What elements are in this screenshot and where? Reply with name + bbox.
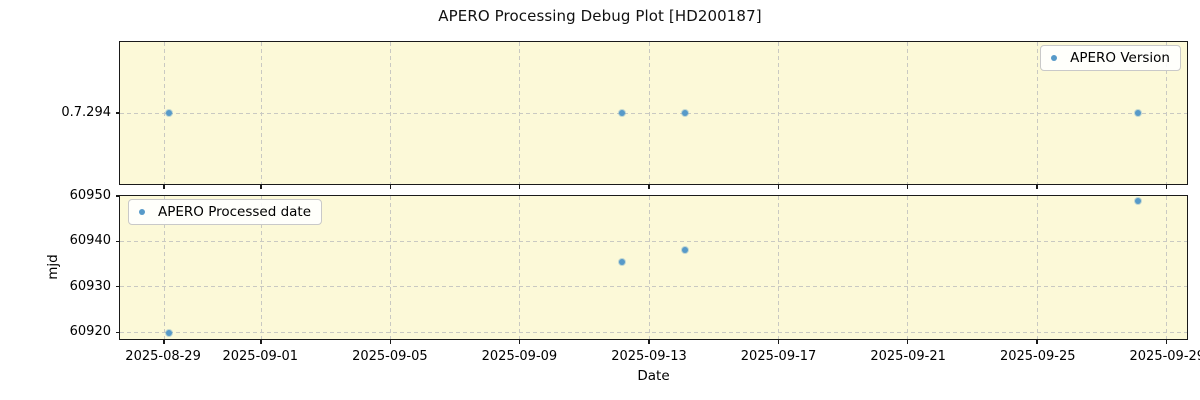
x-tick-label: 2025-09-25 bbox=[999, 349, 1076, 364]
y-tick-mark bbox=[115, 112, 120, 114]
x-tick-mark bbox=[1036, 184, 1038, 189]
x-tick-mark bbox=[163, 184, 165, 189]
data-point bbox=[166, 329, 173, 336]
y-tick-mark bbox=[115, 195, 120, 197]
y-gridline bbox=[120, 331, 1187, 333]
subplot-apero-processed-date: APERO Processed date 60950 60940 60930 6092… bbox=[70, 188, 1188, 344]
y-gridline bbox=[120, 112, 1187, 114]
x-tick-mark bbox=[907, 339, 909, 344]
x-tick-mark bbox=[1036, 339, 1038, 344]
x-gridline bbox=[163, 196, 165, 339]
x-tick-mark bbox=[260, 184, 262, 189]
x-tick-mark bbox=[389, 184, 392, 189]
data-point bbox=[682, 110, 689, 116]
x-tick-mark bbox=[519, 184, 521, 189]
data-point bbox=[1135, 110, 1142, 116]
legend-marker-icon bbox=[1051, 55, 1058, 61]
legend-marker-icon bbox=[139, 209, 145, 215]
data-point bbox=[166, 110, 173, 116]
x-gridline bbox=[260, 196, 262, 339]
y-tick-label: 60940 bbox=[69, 233, 111, 249]
x-tick-label: 2025-09-17 bbox=[740, 349, 817, 364]
x-gridline bbox=[907, 196, 909, 339]
x-gridline bbox=[519, 196, 521, 339]
x-tick-mark bbox=[389, 339, 392, 344]
x-gridline bbox=[648, 196, 650, 339]
y-tick-label: 60930 bbox=[69, 278, 111, 294]
y-tick-label: 60950 bbox=[69, 188, 111, 204]
x-gridline bbox=[389, 196, 391, 339]
x-tick-mark bbox=[1165, 184, 1168, 189]
x-tick-label: 2025-09-21 bbox=[870, 349, 946, 364]
x-tick-mark bbox=[777, 339, 780, 344]
x-gridline bbox=[1165, 196, 1167, 339]
y-axis-label-mjd: mjd bbox=[45, 254, 61, 280]
legend-apero-processed-date: APERO Processed date bbox=[128, 199, 323, 225]
x-tick-mark bbox=[260, 339, 262, 344]
y-tick-mark bbox=[115, 240, 120, 243]
legend-label: APERO Version bbox=[1070, 50, 1170, 66]
data-point bbox=[619, 258, 626, 265]
legend-label: APERO Processed date bbox=[158, 204, 312, 220]
y-tick-label: 60920 bbox=[69, 324, 111, 340]
chart-title: APERO Processing Debug Plot [HD200187] bbox=[438, 7, 762, 25]
y-gridline bbox=[120, 286, 1187, 288]
x-tick-label: 2025-09-05 bbox=[352, 349, 428, 364]
data-point bbox=[682, 247, 689, 254]
x-tick-mark bbox=[648, 184, 650, 189]
x-tick-mark bbox=[519, 339, 521, 344]
x-gridline bbox=[1036, 196, 1038, 339]
legend-apero-version: APERO Version bbox=[1040, 45, 1181, 71]
x-tick-mark bbox=[163, 339, 165, 344]
y-tick-mark bbox=[115, 286, 120, 288]
x-tick-mark bbox=[777, 184, 780, 189]
x-tick-label: 2025-09-09 bbox=[481, 349, 558, 364]
x-tick-label: 2025-09-13 bbox=[611, 349, 687, 364]
y-tick-label: 0.7.294 bbox=[61, 105, 111, 121]
x-tick-label: 2025-08-29 bbox=[125, 349, 201, 364]
data-point bbox=[619, 110, 626, 116]
x-axis-tick-labels: 2025-08-29 2025-09-01 2025-09-05 2025-09-09… bbox=[119, 349, 1200, 364]
subplot-apero-version: APERO Version 0.7.294 bbox=[61, 41, 1188, 189]
x-tick-mark bbox=[648, 339, 650, 344]
y-gridline bbox=[120, 240, 1187, 242]
x-tick-mark bbox=[907, 184, 909, 189]
y-tick-mark bbox=[115, 331, 120, 333]
x-gridline bbox=[777, 196, 779, 339]
x-tick-mark bbox=[1165, 339, 1168, 344]
data-point bbox=[1135, 197, 1142, 204]
x-axis-label: Date bbox=[637, 368, 670, 384]
x-tick-label: 2025-09-01 bbox=[222, 349, 299, 364]
x-tick-label: 2025-09-29 bbox=[1129, 349, 1200, 364]
